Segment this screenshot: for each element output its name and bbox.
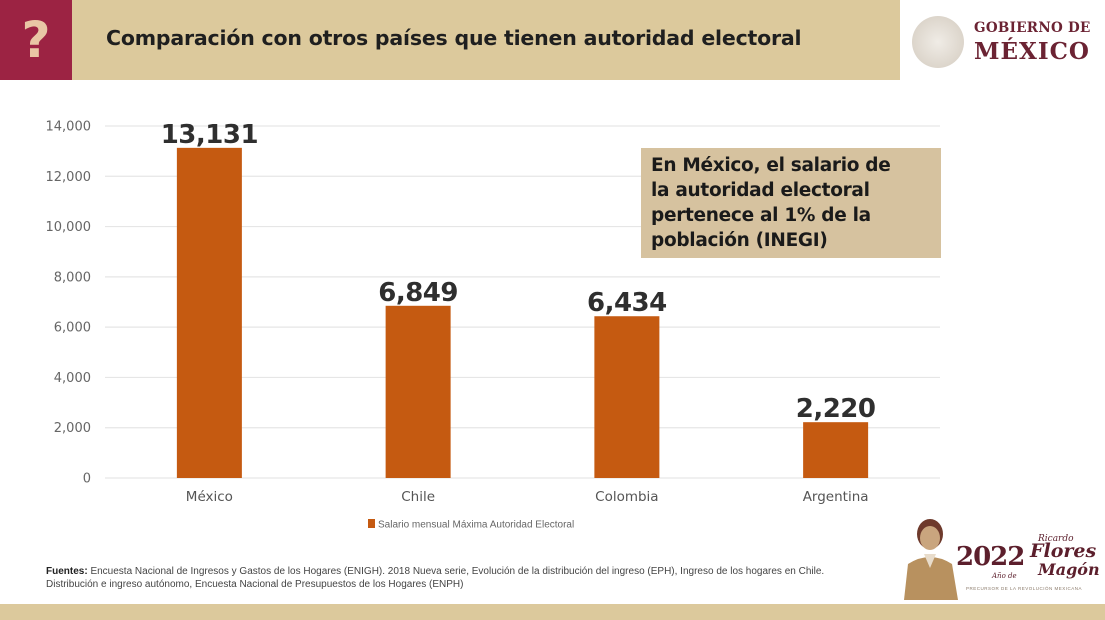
portrait-icon bbox=[904, 519, 958, 600]
fm-year: 2022 bbox=[956, 542, 1025, 572]
logo-line-1: GOBIERNO DE bbox=[974, 20, 1091, 36]
y-tick-label: 6,000 bbox=[54, 321, 91, 336]
fm-last-name: Magón bbox=[1038, 560, 1100, 579]
callout-text: En México, el salario de la autoridad el… bbox=[651, 153, 931, 253]
legend-label: Salario mensual Máxima Autoridad Elector… bbox=[378, 520, 574, 531]
y-tick-label: 12,000 bbox=[46, 170, 92, 185]
legend-swatch bbox=[368, 519, 375, 528]
y-tick-label: 8,000 bbox=[54, 270, 91, 285]
sources-text: Encuesta Nacional de Ingresos y Gastos d… bbox=[46, 566, 825, 590]
bar-chart: 0 2,000 4,000 6,000 8,000 10,000 12,000 14,000 1… bbox=[46, 120, 940, 531]
fm-anio-de: Año de bbox=[992, 572, 1017, 580]
bar bbox=[176, 147, 242, 479]
y-tick-label: 2,000 bbox=[54, 421, 91, 436]
bar bbox=[594, 316, 660, 478]
data-label: 13,131 bbox=[161, 120, 258, 150]
gobierno-mexico-logo: GOBIERNO DE MÉXICO bbox=[912, 12, 1102, 72]
header-banner bbox=[0, 0, 900, 80]
data-label: 6,849 bbox=[378, 278, 458, 308]
bar bbox=[385, 305, 451, 478]
callout-line: población (INEGI) bbox=[651, 230, 828, 251]
y-tick-label: 14,000 bbox=[46, 120, 92, 135]
bar bbox=[803, 422, 869, 478]
sources-note: Fuentes: Encuesta Nacional de Ingresos y… bbox=[46, 565, 876, 591]
callout-line: pertenece al 1% de la bbox=[651, 205, 871, 226]
x-tick-label: Colombia bbox=[595, 489, 658, 505]
flores-magon-2022-logo: 2022 Ricardo Flores Magón Año de PRECURS… bbox=[890, 510, 1100, 604]
fm-first-name: Ricardo bbox=[1038, 534, 1074, 544]
fm-subtitle: PRECURSOR DE LA REVOLUCIÓN MEXICANA bbox=[966, 586, 1083, 591]
x-tick-label: México bbox=[186, 489, 233, 505]
data-label: 2,220 bbox=[796, 394, 876, 424]
national-seal-icon bbox=[912, 16, 964, 68]
page-title: Comparación con otros países que tienen … bbox=[106, 26, 802, 50]
callout-box: En México, el salario de la autoridad el… bbox=[641, 148, 941, 258]
y-tick-label: 4,000 bbox=[54, 371, 91, 386]
data-label: 6,434 bbox=[587, 288, 667, 318]
x-tick-label: Argentina bbox=[803, 489, 869, 505]
y-tick-label: 10,000 bbox=[46, 220, 92, 235]
logo-line-2: MÉXICO bbox=[974, 38, 1090, 65]
callout-line: En México, el salario de bbox=[651, 155, 891, 176]
x-tick-label: Chile bbox=[401, 489, 435, 505]
callout-line: la autoridad electoral bbox=[651, 180, 870, 201]
question-box: ? bbox=[0, 0, 72, 80]
footer-bar bbox=[0, 604, 1105, 620]
fm-mid-name: Flores bbox=[1030, 540, 1097, 562]
question-mark-icon: ? bbox=[21, 11, 51, 69]
sources-label: Fuentes: bbox=[46, 566, 88, 577]
y-tick-label: 0 bbox=[83, 472, 91, 487]
